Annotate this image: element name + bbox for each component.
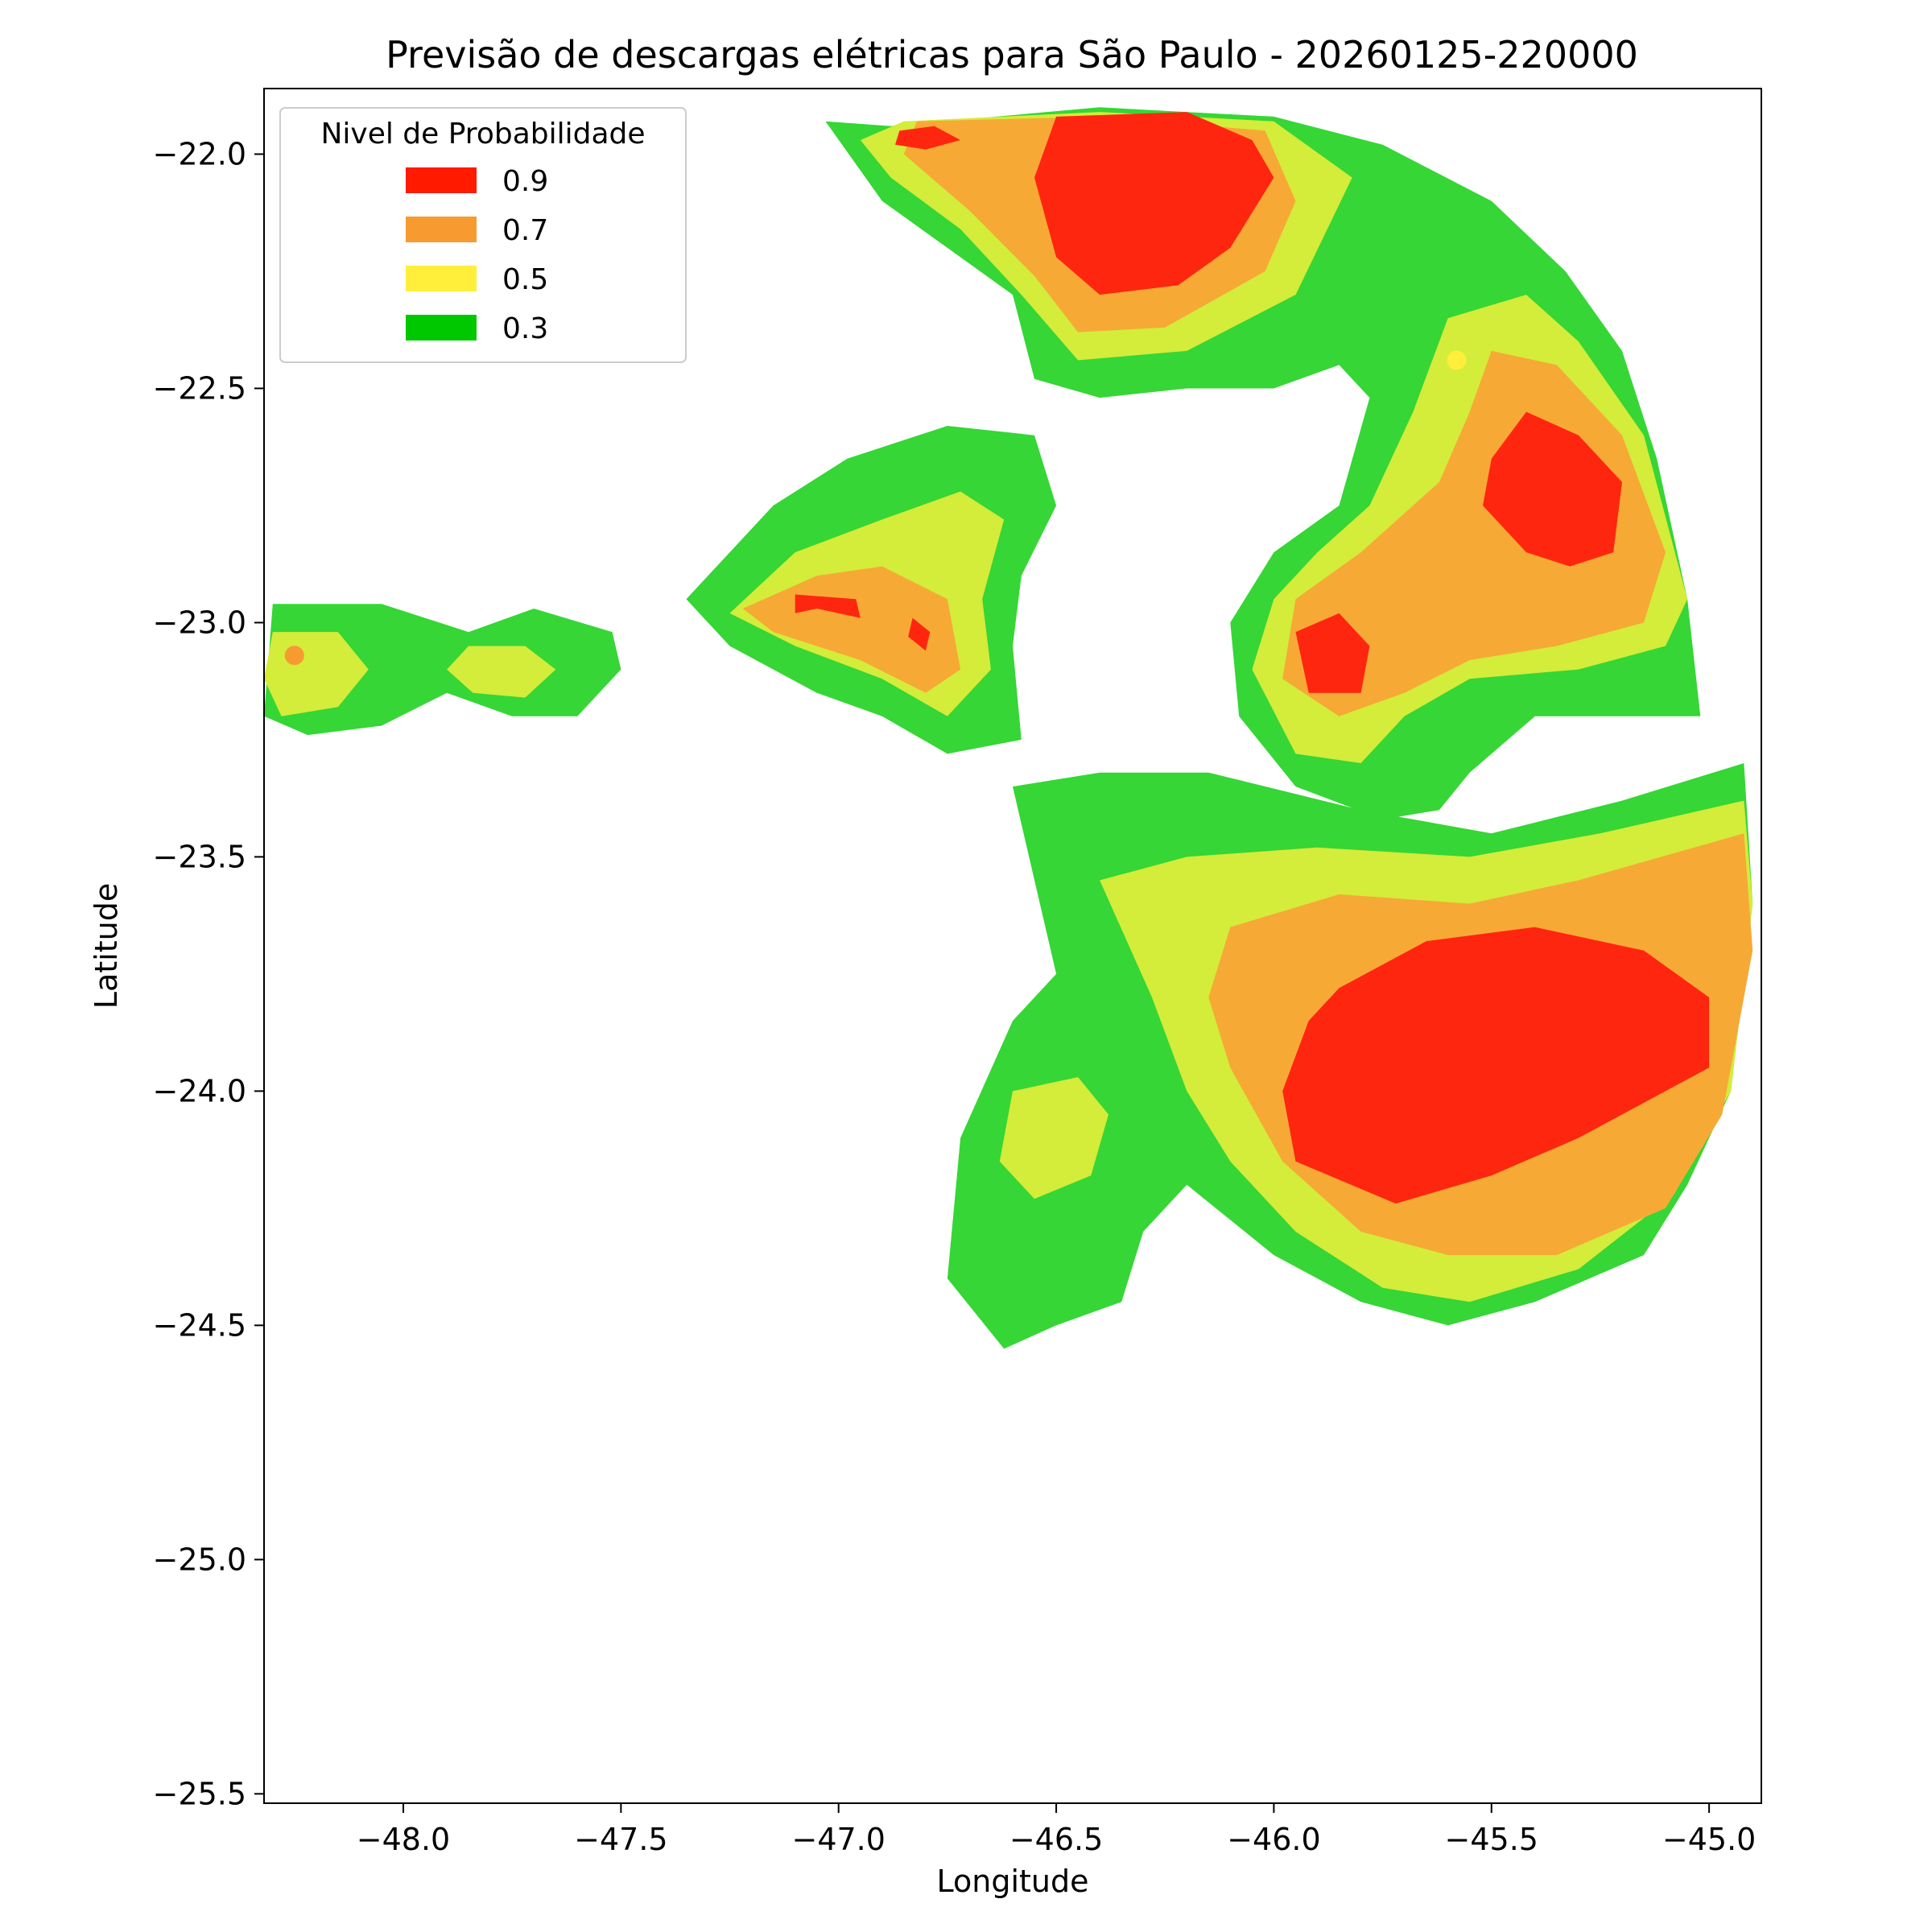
x-tick-label: −46.5 bbox=[1009, 1822, 1103, 1857]
x-axis-label: Longitude bbox=[937, 1864, 1089, 1899]
x-tick-label: −47.0 bbox=[791, 1822, 885, 1857]
x-tick-label: −46.0 bbox=[1227, 1822, 1320, 1857]
highlight-marker-1 bbox=[1447, 350, 1467, 370]
chart-title: Previsão de descargas elétricas para São… bbox=[386, 33, 1638, 76]
x-axis: −48.0 −47.5 −47.0 −46.5 −46.0 −45.5 −45.0 bbox=[357, 1803, 1756, 1857]
y-axis: −22.0 −22.5 −23.0 −23.5 −24.0 −24.5 −25.0 −25.5 bbox=[153, 136, 264, 1811]
contour-regions bbox=[264, 107, 1753, 1349]
legend-swatch-03 bbox=[406, 315, 477, 341]
y-tick-label: −22.5 bbox=[153, 370, 246, 406]
y-tick-label: −24.0 bbox=[153, 1073, 246, 1108]
x-tick-label: −45.5 bbox=[1445, 1822, 1538, 1857]
y-tick-label: −25.5 bbox=[153, 1776, 246, 1811]
highlight-marker-0 bbox=[284, 646, 304, 666]
contour-region-05-13 bbox=[999, 1077, 1108, 1199]
contour-region-09-4 bbox=[895, 126, 961, 150]
plot-frame bbox=[263, 88, 1762, 1804]
contour-region-09-7 bbox=[1483, 411, 1622, 567]
x-tick-label: −47.5 bbox=[574, 1822, 667, 1857]
legend-title: Nivel de Probabilidade bbox=[320, 118, 645, 151]
y-tick-label: −24.5 bbox=[153, 1307, 246, 1343]
contour-region-09-3 bbox=[1034, 112, 1274, 295]
legend-swatch-05 bbox=[406, 266, 477, 291]
plot-area bbox=[264, 107, 1753, 1349]
x-tick-label: −45.0 bbox=[1662, 1822, 1756, 1857]
legend-box bbox=[279, 107, 687, 363]
y-tick-label: −23.0 bbox=[153, 605, 246, 640]
contour-region-09-12 bbox=[1282, 927, 1710, 1204]
y-tick-label: −22.0 bbox=[153, 136, 246, 171]
legend-label-03: 0.3 bbox=[502, 312, 548, 345]
x-tick-label: −48.0 bbox=[357, 1822, 450, 1857]
legend-swatch-07 bbox=[406, 217, 477, 242]
y-axis-label: Latitude bbox=[89, 883, 124, 1009]
legend-label-07: 0.7 bbox=[502, 214, 548, 247]
contour-region-09-8 bbox=[1295, 613, 1370, 693]
legend-swatch-09 bbox=[406, 167, 477, 193]
legend: Nivel de Probabilidade 0.9 0.7 0.5 0.3 bbox=[279, 107, 687, 363]
legend-label-05: 0.5 bbox=[502, 263, 548, 296]
legend-label-09: 0.9 bbox=[502, 165, 548, 198]
contour-region-09-18 bbox=[908, 617, 931, 651]
contour-region-05-21 bbox=[447, 646, 556, 698]
contour-region-03-19 bbox=[264, 604, 621, 736]
contour-region-09-17 bbox=[795, 594, 861, 618]
y-tick-label: −23.5 bbox=[153, 839, 246, 874]
y-tick-label: −25.0 bbox=[153, 1542, 246, 1577]
